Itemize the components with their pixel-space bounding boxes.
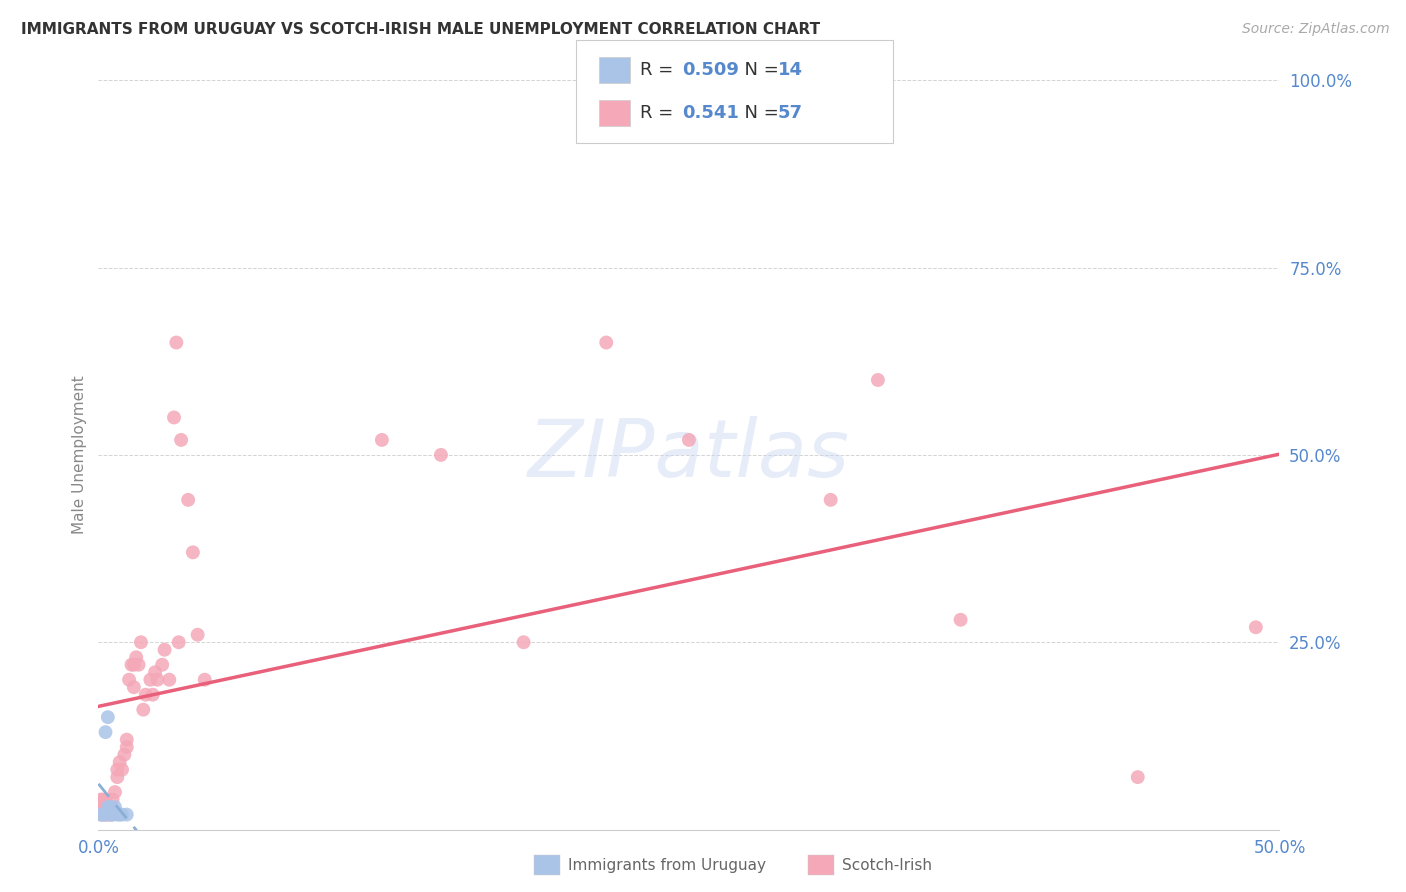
Point	[153, 642, 176, 657]
Point	[150, 657, 173, 672]
Point	[371, 433, 394, 447]
Point	[678, 433, 700, 447]
Point	[111, 763, 134, 777]
Point	[105, 807, 128, 822]
Point	[97, 800, 120, 814]
Text: ZIPatlas: ZIPatlas	[527, 416, 851, 494]
Point	[111, 807, 134, 822]
Point	[187, 628, 209, 642]
Point	[115, 732, 138, 747]
Text: 57: 57	[778, 104, 803, 122]
Point	[94, 807, 117, 822]
Point	[105, 770, 128, 784]
Point	[820, 492, 842, 507]
Point	[165, 335, 187, 350]
Point	[112, 747, 135, 762]
Point	[146, 673, 169, 687]
Point	[98, 800, 121, 814]
Text: Scotch-Irish: Scotch-Irish	[842, 858, 932, 872]
Point	[125, 650, 148, 665]
Point	[132, 703, 155, 717]
Text: Immigrants from Uruguay: Immigrants from Uruguay	[568, 858, 766, 872]
Text: Source: ZipAtlas.com: Source: ZipAtlas.com	[1241, 22, 1389, 37]
Text: 0.541: 0.541	[682, 104, 738, 122]
Point	[512, 635, 534, 649]
Point	[181, 545, 204, 559]
Point	[121, 657, 143, 672]
Point	[90, 807, 112, 822]
Point	[101, 807, 124, 822]
Point	[115, 740, 138, 755]
Point	[108, 807, 131, 822]
Point	[94, 792, 117, 806]
Text: N =: N =	[733, 61, 785, 78]
Text: 0.509: 0.509	[682, 61, 738, 78]
Point	[91, 800, 114, 814]
Point	[104, 800, 127, 814]
Point	[949, 613, 972, 627]
Text: 14: 14	[778, 61, 803, 78]
Point	[91, 807, 114, 822]
Point	[1126, 770, 1149, 784]
Text: R =: R =	[640, 61, 679, 78]
Point	[90, 807, 112, 822]
Point	[177, 492, 200, 507]
Point	[101, 792, 124, 806]
Point	[135, 688, 157, 702]
Point	[98, 807, 121, 822]
Point	[97, 710, 120, 724]
Point	[143, 665, 166, 680]
Point	[98, 800, 121, 814]
Point	[98, 807, 121, 822]
Point	[163, 410, 186, 425]
Point	[104, 785, 127, 799]
Point	[90, 792, 112, 806]
Point	[105, 763, 128, 777]
Point	[129, 635, 152, 649]
Point	[1244, 620, 1267, 634]
Text: N =: N =	[733, 104, 785, 122]
Point	[595, 335, 617, 350]
Point	[90, 800, 112, 814]
Point	[94, 807, 117, 822]
Point	[91, 807, 114, 822]
Point	[167, 635, 190, 649]
Point	[142, 688, 165, 702]
Point	[97, 800, 120, 814]
Text: R =: R =	[640, 104, 685, 122]
Point	[866, 373, 889, 387]
Point	[118, 673, 141, 687]
Point	[94, 800, 117, 814]
Point	[101, 807, 124, 822]
Point	[108, 755, 131, 769]
Point	[157, 673, 180, 687]
Point	[97, 807, 120, 822]
Y-axis label: Male Unemployment: Male Unemployment	[72, 376, 87, 534]
Point	[122, 680, 145, 694]
Point	[91, 792, 114, 806]
Point	[139, 673, 162, 687]
Text: IMMIGRANTS FROM URUGUAY VS SCOTCH-IRISH MALE UNEMPLOYMENT CORRELATION CHART: IMMIGRANTS FROM URUGUAY VS SCOTCH-IRISH …	[21, 22, 820, 37]
Point	[194, 673, 217, 687]
Point	[94, 725, 117, 739]
Point	[128, 657, 150, 672]
Point	[170, 433, 193, 447]
Point	[115, 807, 138, 822]
Point	[122, 657, 145, 672]
Point	[430, 448, 453, 462]
